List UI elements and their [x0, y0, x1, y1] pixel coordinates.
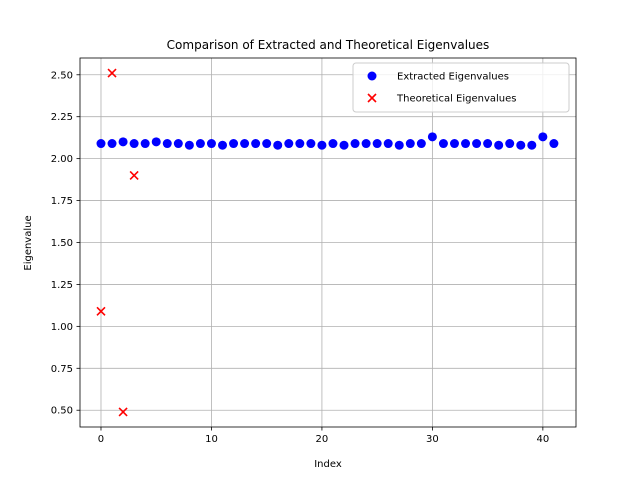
- data-series: [96, 68, 559, 417]
- extracted-point: [505, 139, 515, 149]
- extracted-point: [416, 139, 426, 149]
- legend-box: [352, 62, 570, 113]
- extracted-point: [383, 139, 393, 149]
- legend-label: Theoretical Eigenvalues: [396, 94, 517, 105]
- y-tick-label: 2.25: [51, 112, 73, 123]
- y-axis-label: Eigenvalue: [23, 215, 34, 270]
- extracted-point: [140, 139, 150, 149]
- extracted-point: [273, 140, 283, 150]
- legend: Extracted Eigenvalues Theoretical Eigenva…: [352, 62, 570, 113]
- y-tick-label: 0.75: [51, 364, 73, 375]
- x-tick-label: 40: [536, 434, 549, 445]
- extracted-point: [483, 139, 493, 149]
- extracted-point: [405, 139, 415, 149]
- extracted-point: [494, 140, 504, 150]
- legend-label: Extracted Eigenvalues: [397, 72, 509, 83]
- extracted-point: [350, 139, 360, 149]
- extracted-point: [173, 139, 183, 149]
- extracted-point: [339, 140, 349, 150]
- x-tick-label: 0: [98, 434, 104, 445]
- legend-marker: [367, 71, 377, 81]
- y-tick-label: 1.75: [51, 196, 73, 207]
- x-tick-label: 20: [316, 434, 329, 445]
- extracted-point: [427, 132, 437, 142]
- extracted-point: [317, 140, 327, 150]
- y-tick-label: 2.00: [51, 154, 73, 165]
- extracted-point: [306, 139, 316, 149]
- extracted-point: [229, 139, 239, 149]
- y-tick-label: 2.50: [51, 70, 73, 81]
- extracted-point: [328, 139, 338, 149]
- extracted-point: [262, 139, 272, 149]
- x-axis-ticks: 0 10 20 30 40: [98, 427, 549, 445]
- chart-title: Comparison of Extracted and Theoretical …: [167, 38, 490, 52]
- x-axis-label: Index: [314, 459, 342, 470]
- extracted-point: [184, 140, 194, 150]
- extracted-point: [372, 139, 382, 149]
- extracted-point: [129, 139, 139, 149]
- theoretical-point: [107, 68, 117, 78]
- extracted-point: [107, 139, 117, 149]
- extracted-point: [295, 139, 305, 149]
- extracted-point: [538, 132, 548, 142]
- extracted-point: [96, 139, 106, 149]
- grid: [80, 58, 576, 427]
- extracted-point: [527, 140, 537, 150]
- extracted-point: [438, 139, 448, 149]
- extracted-point: [549, 139, 559, 149]
- extracted-point: [240, 139, 250, 149]
- extracted-point: [162, 139, 172, 149]
- theoretical-point: [96, 306, 106, 316]
- extracted-point: [361, 139, 371, 149]
- extracted-point: [284, 139, 294, 149]
- extracted-point: [394, 140, 404, 150]
- extracted-point: [118, 137, 128, 147]
- extracted-point: [516, 140, 526, 150]
- extracted-point: [461, 139, 471, 149]
- extracted-point: [206, 139, 216, 149]
- extracted-point: [449, 139, 459, 149]
- plot-frame: [79, 57, 577, 428]
- extracted-point: [472, 139, 482, 149]
- series-1: [96, 68, 139, 417]
- y-axis-ticks: 0.50 0.75 1.00 1.25 1.50 1.75 2.00 2.25 2.50: [51, 70, 80, 417]
- x-tick-label: 30: [426, 434, 439, 445]
- extracted-point: [251, 139, 261, 149]
- y-tick-label: 1.50: [51, 238, 73, 249]
- extracted-point: [151, 137, 161, 147]
- series-0: [96, 132, 559, 150]
- y-tick-label: 0.50: [51, 406, 73, 417]
- theoretical-point: [129, 170, 139, 180]
- legend-marker: [367, 93, 377, 103]
- y-tick-label: 1.25: [51, 280, 73, 291]
- y-tick-label: 1.00: [51, 322, 73, 333]
- x-tick-label: 10: [205, 434, 218, 445]
- extracted-point: [218, 140, 228, 150]
- extracted-point: [195, 139, 205, 149]
- theoretical-point: [118, 407, 128, 417]
